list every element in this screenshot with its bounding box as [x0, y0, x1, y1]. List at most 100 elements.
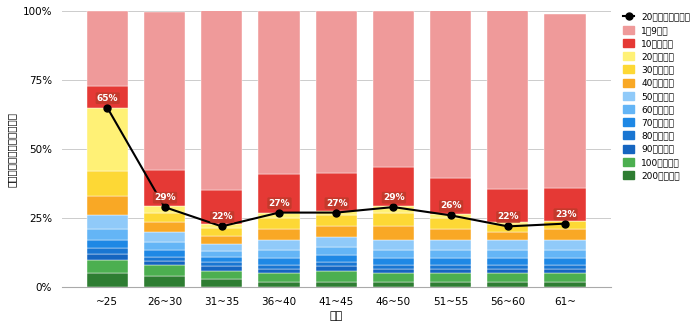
Bar: [487, 282, 528, 287]
Bar: [258, 269, 300, 273]
Bar: [201, 8, 242, 191]
Text: 65%: 65%: [97, 94, 118, 103]
Bar: [316, 266, 357, 271]
Text: 27%: 27%: [269, 199, 290, 208]
Bar: [316, 262, 357, 266]
Bar: [87, 249, 128, 254]
Bar: [487, 222, 528, 224]
Bar: [258, 213, 300, 218]
Bar: [487, 8, 528, 189]
Bar: [373, 269, 414, 273]
Bar: [316, 256, 357, 262]
Legend: 20発話以上の割合, 1～9発話, 10発話以上, 20発話以上, 30発話以上, 40発話以上, 50発話以上, 60発話以上, 70発話以上, 80発話以上: 20発話以上の割合, 1～9発話, 10発話以上, 20発話以上, 30発話以上…: [621, 10, 693, 183]
Bar: [545, 258, 586, 265]
Bar: [316, 173, 357, 211]
Bar: [373, 265, 414, 269]
Bar: [87, 215, 128, 229]
Bar: [430, 229, 471, 240]
Bar: [430, 8, 471, 178]
Bar: [373, 273, 414, 282]
Bar: [487, 250, 528, 258]
Bar: [258, 273, 300, 282]
Bar: [201, 271, 242, 279]
Bar: [144, 206, 185, 213]
Bar: [258, 229, 300, 240]
Bar: [316, 271, 357, 282]
Bar: [258, 218, 300, 229]
Bar: [201, 266, 242, 271]
X-axis label: 年代: 年代: [330, 311, 343, 321]
Bar: [430, 214, 471, 218]
Bar: [545, 221, 586, 229]
Text: 27%: 27%: [326, 199, 347, 208]
Bar: [316, 215, 357, 226]
Bar: [487, 269, 528, 273]
Bar: [487, 224, 528, 232]
Bar: [201, 251, 242, 257]
Bar: [373, 11, 414, 167]
Bar: [87, 171, 128, 196]
Bar: [545, 250, 586, 258]
Bar: [545, 14, 586, 188]
Bar: [201, 228, 242, 236]
Text: 22%: 22%: [498, 213, 519, 221]
Bar: [144, 232, 185, 242]
Bar: [373, 226, 414, 240]
Bar: [258, 11, 300, 174]
Bar: [144, 250, 185, 257]
Bar: [316, 211, 357, 215]
Bar: [487, 189, 528, 222]
Bar: [144, 261, 185, 265]
Bar: [545, 265, 586, 269]
Bar: [487, 232, 528, 240]
Bar: [373, 167, 414, 206]
Bar: [487, 240, 528, 250]
Bar: [201, 224, 242, 228]
Bar: [87, 11, 128, 86]
Bar: [87, 108, 128, 171]
Text: 29%: 29%: [154, 193, 176, 202]
Bar: [545, 188, 586, 221]
Bar: [201, 191, 242, 224]
Text: 26%: 26%: [440, 201, 462, 211]
Bar: [201, 257, 242, 262]
Bar: [545, 273, 586, 282]
Bar: [201, 244, 242, 251]
Bar: [201, 236, 242, 244]
Bar: [545, 229, 586, 240]
Bar: [258, 174, 300, 213]
Bar: [316, 11, 357, 173]
Bar: [316, 247, 357, 256]
Bar: [430, 178, 471, 214]
Bar: [144, 276, 185, 287]
Bar: [545, 269, 586, 273]
Bar: [87, 259, 128, 273]
Bar: [87, 229, 128, 240]
Bar: [373, 250, 414, 258]
Bar: [373, 206, 414, 213]
Bar: [430, 269, 471, 273]
Bar: [201, 279, 242, 287]
Bar: [430, 258, 471, 265]
Bar: [258, 265, 300, 269]
Bar: [144, 257, 185, 261]
Bar: [144, 242, 185, 250]
Bar: [430, 282, 471, 287]
Bar: [258, 240, 300, 250]
Bar: [430, 240, 471, 250]
Bar: [545, 282, 586, 287]
Bar: [373, 213, 414, 226]
Bar: [430, 273, 471, 282]
Bar: [487, 258, 528, 265]
Bar: [87, 273, 128, 287]
Text: 22%: 22%: [211, 213, 233, 221]
Bar: [144, 170, 185, 206]
Bar: [373, 240, 414, 250]
Bar: [144, 213, 185, 222]
Text: 29%: 29%: [383, 193, 405, 202]
Bar: [201, 262, 242, 266]
Bar: [144, 265, 185, 276]
Y-axis label: 月間の発話数別の人の割合: 月間の発話数別の人の割合: [7, 112, 17, 187]
Bar: [144, 12, 185, 170]
Bar: [430, 265, 471, 269]
